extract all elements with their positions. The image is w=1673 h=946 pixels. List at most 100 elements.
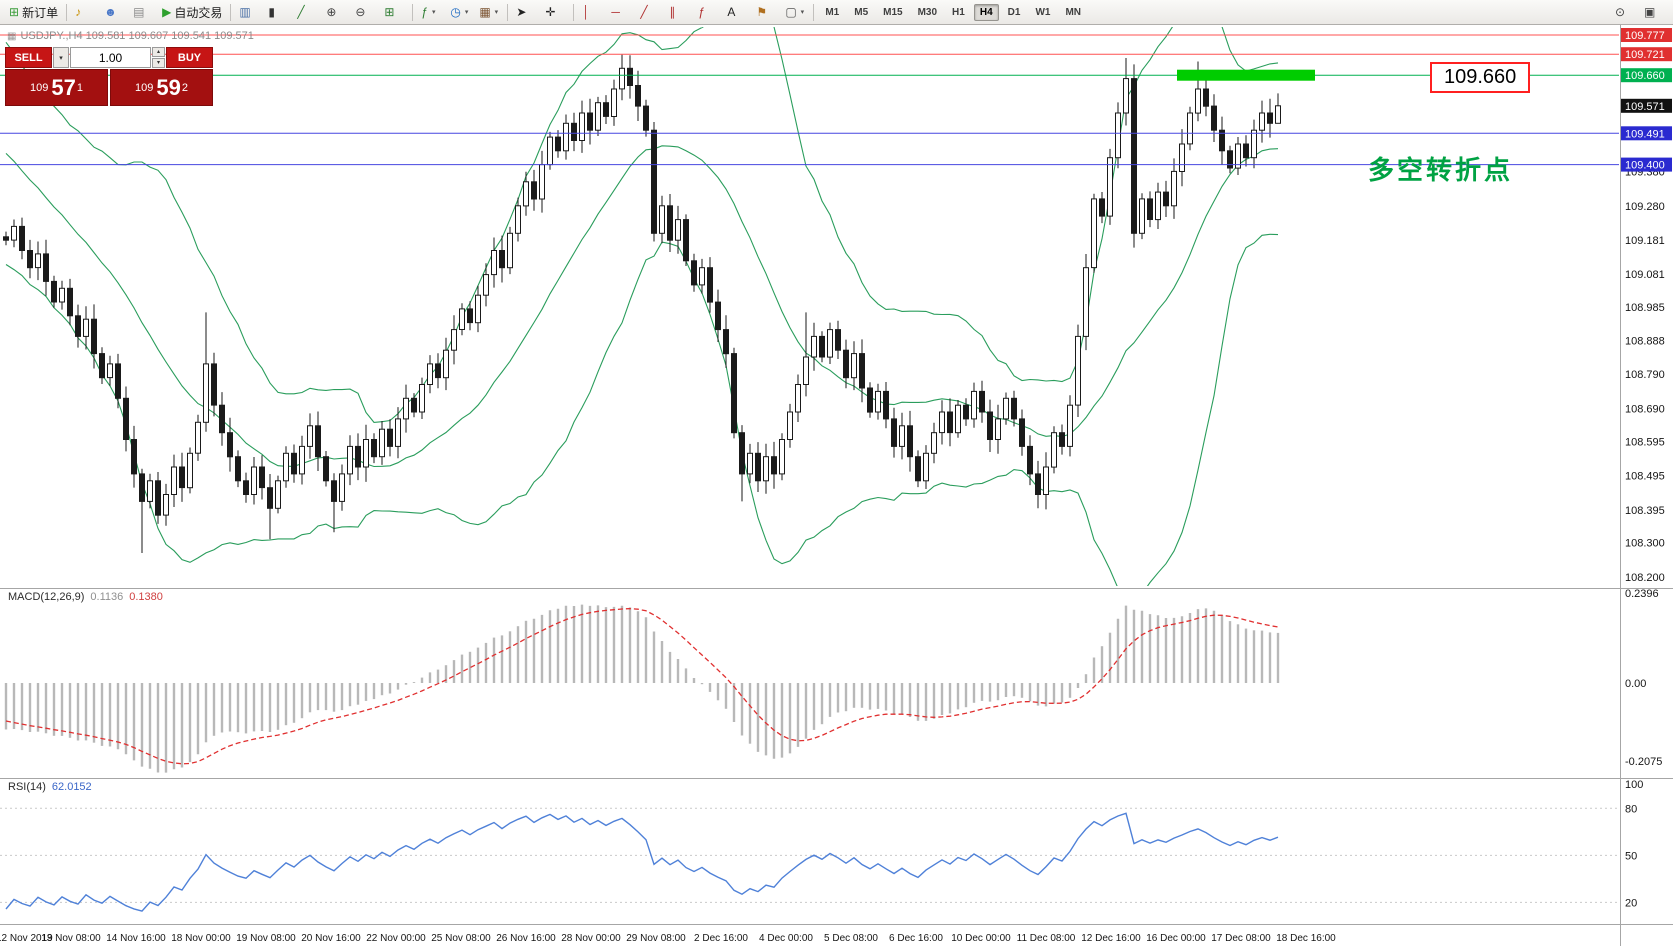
svg-text:109.081: 109.081 — [1625, 269, 1665, 281]
text-button[interactable]: A — [723, 1, 751, 23]
cursor-button[interactable]: ➤ — [512, 1, 540, 23]
sell-price[interactable]: 109 57 1 — [5, 69, 108, 106]
svg-text:108.300: 108.300 — [1625, 538, 1665, 550]
svg-text:108.595: 108.595 — [1625, 436, 1665, 448]
label-button[interactable]: ⚑ — [752, 1, 780, 23]
vertical-line-button[interactable]: │ — [578, 1, 606, 23]
zoom-out-button[interactable]: ⊖ — [351, 1, 379, 23]
price-panel — [0, 27, 1619, 586]
indicators-icon: ƒ — [421, 5, 429, 19]
zoom-in-button[interactable]: ⊕ — [322, 1, 350, 23]
templates-button[interactable]: ▦ ▾ — [475, 1, 503, 23]
volume-up-button[interactable]: ▴ — [152, 47, 165, 57]
trendline-button[interactable]: ╱ — [636, 1, 664, 23]
text-icon: A — [727, 5, 736, 19]
community-button[interactable]: ☻ — [100, 1, 128, 23]
toolbar-separator — [573, 3, 575, 21]
svg-text:13 Nov 08:00: 13 Nov 08:00 — [41, 933, 101, 944]
bars-chart-button[interactable]: ▥ — [235, 1, 263, 23]
alerts-button[interactable]: ♪ — [71, 1, 99, 23]
svg-text:12 Nov 2019: 12 Nov 2019 — [0, 933, 53, 944]
timeframe-h4-button[interactable]: H4 — [973, 3, 999, 21]
timeframe-m5-button[interactable]: M5 — [854, 6, 869, 18]
trendline-icon: ╱ — [640, 5, 648, 19]
line-chart-icon: ╱ — [297, 5, 305, 19]
svg-text:14 Nov 16:00: 14 Nov 16:00 — [106, 933, 166, 944]
svg-text:100: 100 — [1625, 779, 1643, 791]
svg-text:18 Nov 00:00: 18 Nov 00:00 — [171, 933, 231, 944]
price-annotation-box[interactable]: 109.660 — [1430, 62, 1531, 93]
new-order-icon: ⊞ — [9, 5, 20, 19]
svg-text:108.495: 108.495 — [1625, 471, 1665, 483]
candlestick-chart-button[interactable]: ▮ — [264, 1, 292, 23]
toolbar-separator — [230, 3, 232, 21]
svg-text:20 Nov 16:00: 20 Nov 16:00 — [301, 933, 361, 944]
search-button[interactable]: ⊙ — [1611, 1, 1639, 23]
timeframe-m30-button[interactable]: M30 — [917, 6, 938, 18]
timeframe-m1-button[interactable]: M1 — [825, 6, 840, 18]
indicators-button[interactable]: ƒ ▾ — [417, 1, 445, 23]
timeframe-m15-button[interactable]: M15 — [883, 6, 903, 18]
channel-button[interactable]: ∥ — [665, 1, 693, 23]
windows-button[interactable]: ▣ — [1640, 1, 1668, 23]
clock-icon: ◷ — [450, 5, 461, 19]
profile-icon: ☻ — [104, 5, 117, 19]
svg-text:5 Dec 08:00: 5 Dec 08:00 — [824, 933, 878, 944]
svg-text:109.721: 109.721 — [1625, 49, 1665, 61]
tile-windows-icon: ⊞ — [384, 5, 395, 19]
flag-icon: ⚑ — [756, 5, 768, 19]
price-axis[interactable]: 109.380109.280109.181109.081108.985108.8… — [1621, 28, 1672, 909]
turning-point-note[interactable]: 多空转折点 — [1368, 155, 1514, 185]
svg-text:16 Dec 00:00: 16 Dec 00:00 — [1146, 933, 1206, 944]
svg-text:109.181: 109.181 — [1625, 235, 1665, 247]
new-order-button[interactable]: ⊞ 新订单 — [5, 1, 62, 23]
horizontal-line-button[interactable]: ─ — [607, 1, 635, 23]
svg-text:109.491: 109.491 — [1625, 128, 1665, 140]
market-watch-button[interactable]: ▤ — [129, 1, 157, 23]
autotrading-button[interactable]: ▶ 自动交易 — [158, 1, 226, 23]
volume-dropdown-button[interactable]: ▾ — [53, 47, 69, 68]
line-chart-button[interactable]: ╱ — [293, 1, 321, 23]
channel-icon: ∥ — [669, 5, 676, 19]
play-icon: ▶ — [162, 5, 172, 19]
sell-button[interactable]: SELL — [5, 47, 52, 68]
timeframe-d1-button[interactable]: D1 — [1007, 6, 1021, 18]
svg-text:108.790: 108.790 — [1625, 369, 1665, 381]
crosshair-icon: ✛ — [545, 5, 556, 19]
highlight-bar — [1177, 69, 1315, 81]
volume-down-button[interactable]: ▾ — [152, 58, 165, 68]
zoom-out-icon: ⊖ — [355, 5, 366, 19]
chart-icon: ▤ — [133, 5, 145, 19]
svg-text:17 Dec 08:00: 17 Dec 08:00 — [1211, 933, 1271, 944]
shapes-button[interactable]: ▢ ▾ — [781, 1, 809, 23]
timeframe-h1-button[interactable]: H1 — [952, 6, 965, 18]
svg-text:18 Dec 16:00: 18 Dec 16:00 — [1276, 933, 1336, 944]
svg-text:109.571: 109.571 — [1625, 101, 1665, 113]
toolbar-separator — [813, 3, 815, 21]
svg-text:-0.2075: -0.2075 — [1625, 756, 1662, 768]
svg-text:11 Dec 08:00: 11 Dec 08:00 — [1017, 933, 1076, 944]
symbol-header: ▦ USDJPY.,H4 109.581 109.607 109.541 109… — [7, 30, 254, 42]
rsi-label: RSI(14) 62.0152 — [8, 781, 92, 793]
timeframe-mn-button[interactable]: MN — [1065, 6, 1081, 18]
tile-windows-button[interactable]: ⊞ — [380, 1, 408, 23]
svg-text:108.690: 108.690 — [1625, 404, 1665, 416]
svg-text:19 Nov 08:00: 19 Nov 08:00 — [236, 933, 296, 944]
volume-input[interactable] — [70, 47, 151, 68]
buy-button[interactable]: BUY — [166, 47, 213, 68]
new-order-button-label: 新订单 — [22, 5, 59, 20]
svg-text:0.00: 0.00 — [1625, 678, 1646, 690]
template-icon: ▦ — [479, 5, 491, 19]
fibonacci-button[interactable]: ƒ — [694, 1, 722, 23]
periods-button[interactable]: ◷ ▾ — [446, 1, 474, 23]
chevron-down-icon: ▾ — [432, 9, 436, 16]
buy-price[interactable]: 109 59 2 — [110, 69, 213, 106]
fibonacci-icon: ƒ — [698, 5, 706, 19]
timeframe-w1-button[interactable]: W1 — [1035, 6, 1051, 18]
crosshair-button[interactable]: ✛ — [541, 1, 569, 23]
rsi-panel — [0, 807, 1619, 912]
svg-text:109.660: 109.660 — [1625, 70, 1665, 82]
